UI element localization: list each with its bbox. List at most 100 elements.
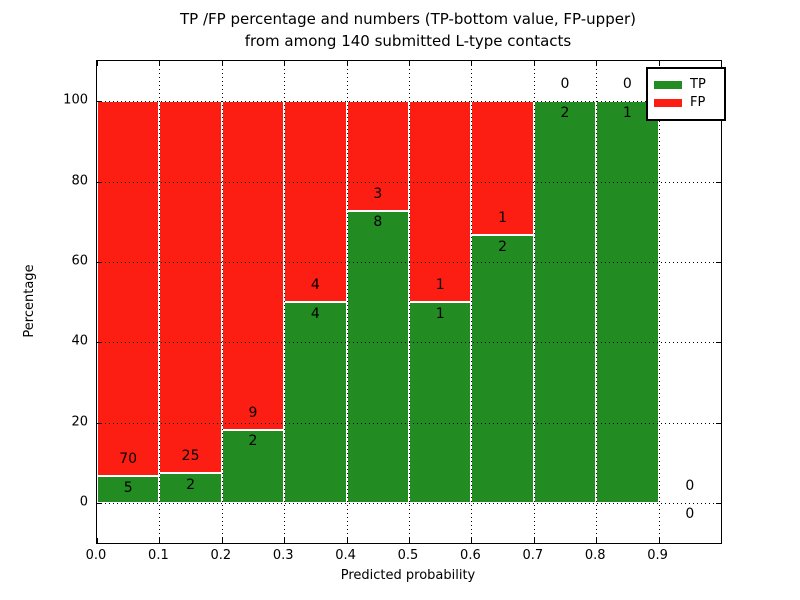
x-tick-label: 0.3 xyxy=(272,548,294,563)
y-tick-mark xyxy=(97,261,102,263)
x-tick-mark-top xyxy=(284,61,286,66)
tp-count-label: 5 xyxy=(123,479,133,496)
x-tick-mark-top xyxy=(471,61,473,66)
y-tick-label: 80 xyxy=(71,173,88,188)
x-tick-mark xyxy=(409,538,410,543)
tp-count-label: 0 xyxy=(685,506,695,523)
y-tick-label: 20 xyxy=(71,414,88,429)
fp-bar xyxy=(159,101,222,474)
x-tick-mark xyxy=(596,538,598,543)
y-tick-mark xyxy=(97,101,102,103)
legend-item-fp: FP xyxy=(654,95,718,110)
tp-bar xyxy=(471,235,534,503)
fp-bar xyxy=(97,101,160,477)
x-tick-label: 0.0 xyxy=(85,548,107,563)
x-gridline xyxy=(221,61,223,543)
fp-bar xyxy=(346,101,409,211)
tp-count-label: 4 xyxy=(310,305,320,322)
y-tick-label: 100 xyxy=(63,92,88,108)
tp-bar xyxy=(159,473,222,503)
tp-count-label: 8 xyxy=(373,214,383,231)
tp-bar xyxy=(284,302,347,503)
tp-legend-label: TP xyxy=(690,77,706,92)
y-tick-label: 0 xyxy=(79,494,88,510)
fp-count-label: 70 xyxy=(119,451,138,468)
x-tick-mark-top xyxy=(159,61,161,66)
y-tick-label: 60 xyxy=(71,253,88,269)
x-gridline xyxy=(596,61,598,543)
tp-legend-swatch xyxy=(654,80,682,89)
y-tick-mark-right xyxy=(716,422,721,424)
fp-count-label: 1 xyxy=(435,277,445,294)
x-tick-label: 0.6 xyxy=(460,548,481,563)
fp-count-label: 4 xyxy=(310,277,320,294)
y-tick-mark xyxy=(97,181,102,183)
y-tick-mark-right xyxy=(716,261,721,263)
x-tick-mark-top xyxy=(97,61,98,66)
x-tick-mark xyxy=(221,538,223,543)
x-tick-mark-top xyxy=(533,61,535,66)
y-tick-mark-right xyxy=(716,502,721,504)
x-tick-mark xyxy=(658,538,660,543)
tp-bar xyxy=(533,101,597,503)
chart-title-line2: from among 140 submitted L-type contacts xyxy=(244,32,572,50)
fp-bar xyxy=(284,101,347,302)
tp-bar xyxy=(346,210,409,503)
y-axis-label: Percentage xyxy=(22,264,37,338)
x-tick-label: 0.8 xyxy=(584,548,606,563)
x-tick-mark-top xyxy=(658,61,660,66)
tp-count-label: 2 xyxy=(248,433,258,450)
x-tick-mark xyxy=(284,538,286,543)
x-axis-label: Predicted probability xyxy=(340,568,476,583)
y-tick-mark-right xyxy=(716,181,721,183)
x-tick-label: 0.2 xyxy=(210,548,232,563)
x-gridline xyxy=(533,61,535,543)
y-tick-label: 40 xyxy=(71,333,88,349)
tp-count-label: 1 xyxy=(435,305,445,322)
x-tick-mark xyxy=(159,538,161,543)
x-tick-mark-top xyxy=(221,61,223,66)
x-gridline xyxy=(471,61,473,543)
x-tick-label: 0.7 xyxy=(522,548,544,563)
tp-count-label: 2 xyxy=(560,104,570,121)
x-tick-label: 0.5 xyxy=(397,548,419,563)
x-tick-mark xyxy=(471,538,473,543)
tp-bar xyxy=(409,302,472,503)
tp-count-label: 2 xyxy=(186,476,196,493)
x-tick-label: 0.9 xyxy=(647,548,668,563)
x-tick-label: 0.1 xyxy=(148,548,169,563)
chart-title: TP /FP percentage and numbers (TP-bottom… xyxy=(96,8,720,52)
x-tick-mark xyxy=(346,538,348,543)
legend-item-tp: TP xyxy=(654,77,718,92)
x-gridline xyxy=(409,61,410,543)
fp-count-label: 0 xyxy=(622,76,632,93)
x-tick-mark xyxy=(97,538,98,543)
x-tick-mark-top xyxy=(596,61,598,66)
fp-bar xyxy=(409,101,472,302)
plot-area: 70 5 25 2 9 2 4 4 3 8 1 1 1 2 0 2 0 1 0 0 xyxy=(96,60,722,544)
x-gridline xyxy=(284,61,286,543)
y-tick-mark xyxy=(97,422,102,424)
fp-count-label: 25 xyxy=(181,448,200,465)
fp-count-label: 0 xyxy=(685,477,695,494)
y-tick-mark xyxy=(97,342,102,344)
y-tick-mark-right xyxy=(716,342,721,344)
x-tick-mark xyxy=(533,538,535,543)
x-gridline xyxy=(658,61,660,543)
x-tick-mark-top xyxy=(409,61,410,66)
fp-count-label: 3 xyxy=(373,185,383,202)
legend: TP FP xyxy=(646,67,726,121)
chart-title-line1: TP /FP percentage and numbers (TP-bottom… xyxy=(180,10,636,28)
fp-bar xyxy=(221,101,285,430)
fp-count-label: 0 xyxy=(560,76,570,93)
y-tick-mark xyxy=(97,502,102,504)
fp-legend-swatch xyxy=(654,98,682,107)
fp-legend-label: FP xyxy=(690,95,706,110)
tp-bar xyxy=(596,101,659,503)
x-gridline xyxy=(159,61,161,543)
x-gridline xyxy=(346,61,348,543)
x-tick-label: 0.4 xyxy=(335,548,356,563)
tp-bar xyxy=(97,476,160,503)
tp-count-label: 1 xyxy=(622,104,632,121)
